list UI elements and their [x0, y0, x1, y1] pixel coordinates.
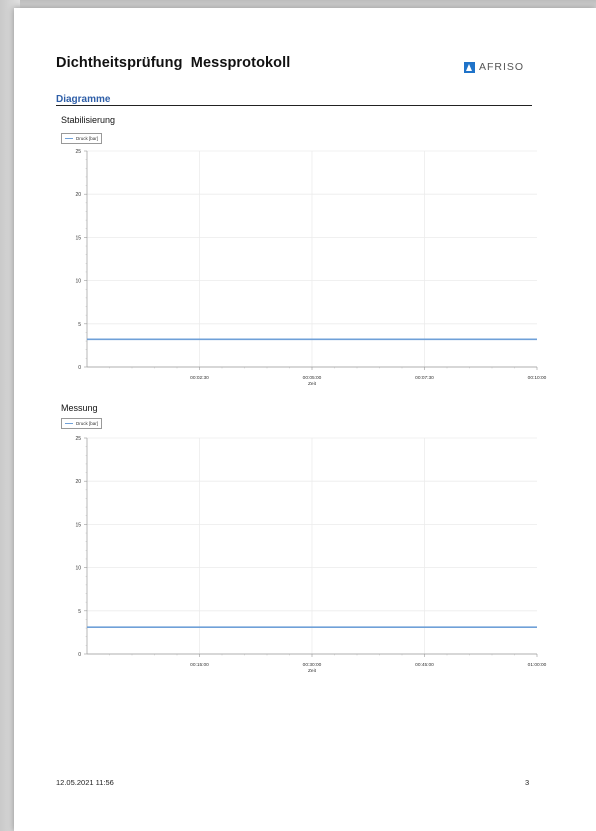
x-tick-label: 00:07:30	[415, 375, 434, 381]
y-tick-label: 15	[75, 522, 81, 528]
document-title: Dichtheitsprüfung Messprotokoll	[56, 55, 291, 71]
page-number: 3	[525, 778, 530, 787]
y-tick-label: 5	[78, 322, 81, 328]
x-tick-label: 00:05:00	[303, 375, 322, 381]
y-tick-label: 0	[78, 652, 81, 658]
x-axis-label: Zeit	[308, 381, 317, 387]
legend-label: Druck [bar]	[76, 136, 99, 141]
y-tick-label: 10	[75, 279, 81, 285]
chart-legend-messung: Druck [bar]	[61, 418, 103, 429]
legend-label: Druck [bar]	[76, 421, 99, 426]
x-tick-label: 00:10:00	[528, 375, 547, 381]
x-tick-label: 00:30:00	[303, 662, 322, 668]
afriso-logo-icon	[464, 61, 475, 73]
chart-messung: 0 5 10 15 20 25 00:15:00 00:30:00 00:45:00 01:00:…	[75, 436, 547, 674]
y-tick-label: 5	[78, 609, 81, 615]
y-tick-label: 0	[78, 365, 81, 371]
y-tick-label: 15	[75, 235, 81, 241]
y-tick-label: 20	[75, 192, 81, 198]
footer-timestamp: 12.05.2021 11:56	[56, 778, 114, 787]
x-tick-label: 01:00:00	[528, 662, 547, 668]
legend-swatch	[65, 138, 73, 139]
chart-title-stabilisierung: Stabilisierung	[61, 115, 116, 125]
y-tick-label: 20	[75, 479, 81, 485]
y-tick-label: 25	[75, 149, 81, 155]
document-page	[14, 8, 596, 831]
x-axis-label: Zeit	[308, 668, 317, 674]
chart-stabilisierung: 0 5 10 15 20 25 00:02:30 00:05:00 00:07:30 00:10:…	[75, 149, 547, 387]
x-tick-label: 00:15:00	[190, 662, 209, 668]
afriso-logo: AFRISO	[464, 60, 524, 74]
y-tick-label: 25	[75, 436, 81, 442]
x-tick-label: 00:45:00	[415, 662, 434, 668]
afriso-logo-text: AFRISO	[479, 61, 525, 73]
x-tick-label: 00:02:30	[190, 375, 209, 381]
chart-title-messung: Messung	[61, 403, 98, 413]
legend-swatch	[65, 423, 73, 424]
y-tick-label: 10	[75, 566, 81, 572]
section-heading: Diagramme	[56, 94, 532, 106]
chart-legend-stabilisierung: Druck [bar]	[61, 133, 103, 144]
